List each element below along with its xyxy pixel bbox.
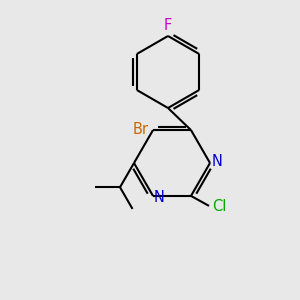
Text: N: N [154, 190, 165, 206]
Text: N: N [212, 154, 223, 169]
Text: Br: Br [133, 122, 149, 136]
Text: Cl: Cl [212, 200, 226, 214]
Text: F: F [164, 18, 172, 33]
